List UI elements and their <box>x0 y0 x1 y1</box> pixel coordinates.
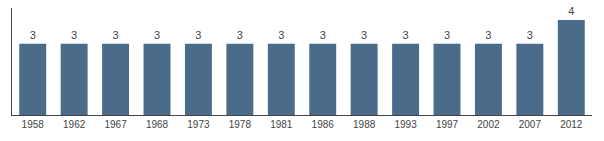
svg-text:3: 3 <box>113 29 119 41</box>
svg-text:3: 3 <box>527 29 533 41</box>
svg-text:1973: 1973 <box>187 119 210 130</box>
svg-text:3: 3 <box>485 29 491 41</box>
svg-text:2002: 2002 <box>477 119 500 130</box>
svg-text:3: 3 <box>320 29 326 41</box>
svg-text:4: 4 <box>568 5 574 17</box>
svg-text:2007: 2007 <box>519 119 542 130</box>
svg-text:1978: 1978 <box>229 119 252 130</box>
svg-text:1993: 1993 <box>394 119 417 130</box>
svg-text:1986: 1986 <box>312 119 335 130</box>
svg-text:3: 3 <box>154 29 160 41</box>
svg-text:1988: 1988 <box>353 119 376 130</box>
svg-text:3: 3 <box>361 29 367 41</box>
svg-text:3: 3 <box>30 29 36 41</box>
svg-text:1981: 1981 <box>270 119 293 130</box>
svg-text:3: 3 <box>403 29 409 41</box>
svg-text:1958: 1958 <box>22 119 45 130</box>
svg-text:3: 3 <box>71 29 77 41</box>
svg-text:3: 3 <box>237 29 243 41</box>
svg-text:1997: 1997 <box>436 119 459 130</box>
svg-text:1968: 1968 <box>146 119 169 130</box>
svg-text:3: 3 <box>278 29 284 41</box>
svg-text:1962: 1962 <box>63 119 86 130</box>
svg-text:1967: 1967 <box>104 119 127 130</box>
svg-text:2012: 2012 <box>560 119 583 130</box>
svg-text:3: 3 <box>195 29 201 41</box>
svg-text:3: 3 <box>444 29 450 41</box>
